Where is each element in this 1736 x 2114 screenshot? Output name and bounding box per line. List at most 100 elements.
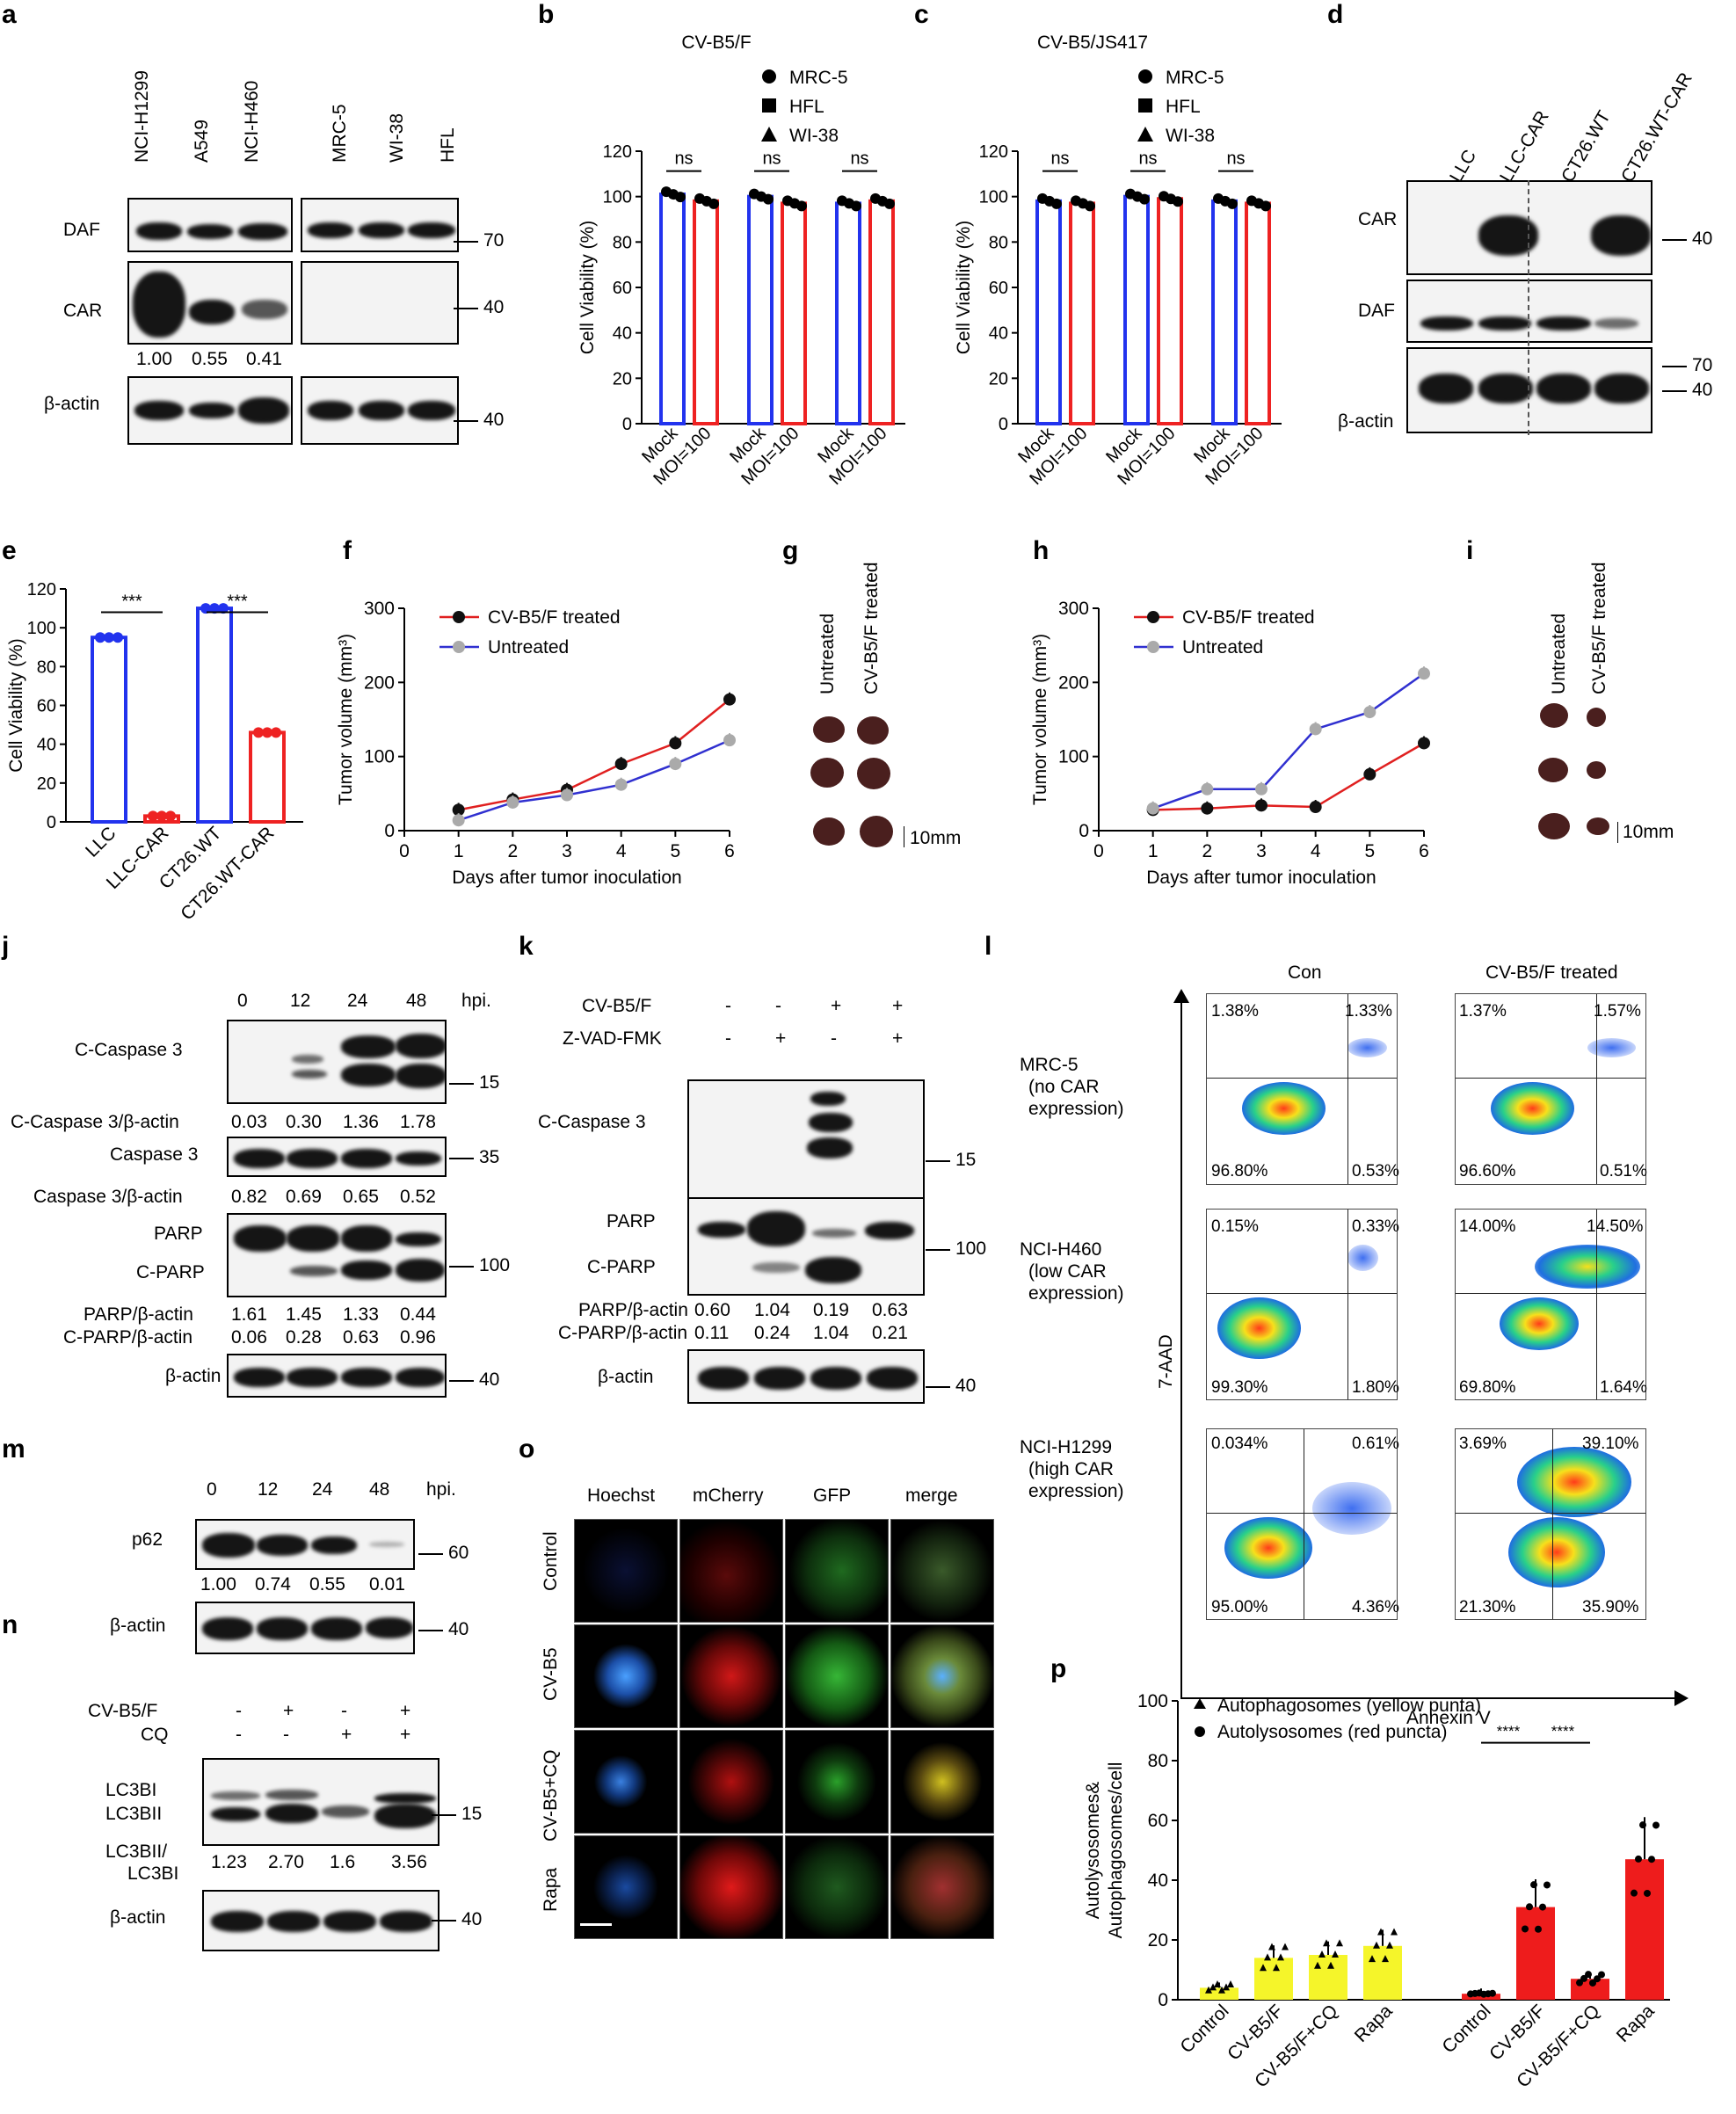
car-quant: 1.00 — [136, 349, 172, 369]
channel-label: merge — [905, 1486, 958, 1506]
data-point — [95, 632, 105, 643]
data-point — [1227, 1980, 1234, 1987]
quant-value: 0.11 — [694, 1323, 730, 1343]
blot-car-right — [301, 261, 459, 345]
lane-label: NCI-H460 — [242, 80, 262, 163]
sample-label: expression) — [1028, 1099, 1124, 1119]
y-tick-label: 100 — [979, 188, 1008, 207]
bar — [659, 193, 686, 425]
sig-label: *** — [121, 592, 142, 612]
y-tick-label: 40 — [1148, 1871, 1168, 1891]
quadrant-lr: 35.90% — [1582, 1598, 1639, 1616]
condition-label: Rapa — [541, 1867, 561, 1912]
data-point — [1332, 1951, 1339, 1958]
y-tick-label: 20 — [1148, 1930, 1168, 1951]
data-point — [113, 632, 123, 643]
legend-marker — [1138, 69, 1152, 84]
quant-value: 1.04 — [813, 1323, 849, 1343]
legend-marker — [1195, 1726, 1205, 1737]
mw-marker: 15 — [431, 1804, 483, 1824]
bar — [1035, 199, 1062, 425]
car-quant: 0.55 — [192, 349, 228, 369]
quadrant-ll: 21.30% — [1459, 1598, 1516, 1616]
condition-label: CV-B5/F — [88, 1701, 158, 1721]
condition-label: CQ — [141, 1725, 169, 1745]
quadrant-ul: 1.38% — [1211, 1002, 1259, 1021]
x-tick-label: 5 — [670, 841, 680, 861]
quant-value: 0.63 — [872, 1300, 908, 1320]
y-tick-label: 40 — [37, 736, 56, 755]
quant-value: 1.00 — [200, 1574, 236, 1595]
data-point — [1631, 1889, 1638, 1897]
data-point — [1255, 782, 1267, 795]
chart-title: CV-B5/F — [681, 33, 751, 53]
facs-plot — [1206, 1209, 1398, 1400]
ratio-value: 1.6 — [330, 1852, 356, 1872]
quadrant-ll: 95.00% — [1211, 1598, 1268, 1616]
ratio-value: 3.56 — [391, 1852, 427, 1872]
row-label: β-actin — [110, 1616, 166, 1636]
data-point — [1201, 802, 1214, 815]
condition-label: CV-B5+CQ — [541, 1749, 561, 1842]
quant-label: C-PARP/β-actin — [558, 1323, 688, 1343]
quant-value: 0.55 — [309, 1574, 345, 1595]
quadrant-ll: 96.80% — [1211, 1162, 1268, 1180]
bar — [1625, 1859, 1664, 2000]
row-label: p62 — [132, 1529, 163, 1550]
data-point — [1277, 1953, 1284, 1961]
legend-marker — [453, 641, 465, 653]
y-axis-label: Cell Viability (%) — [954, 221, 974, 355]
data-point — [1264, 1953, 1271, 1961]
y-axis-label: Tumor volume (mm³) — [336, 634, 356, 805]
condition-label: CV-B5 — [541, 1647, 561, 1701]
lane-divider — [1528, 180, 1529, 435]
condition-label: Z-VAD-FMK — [563, 1028, 662, 1049]
data-point — [1209, 1983, 1217, 1991]
ratio-label: LC3BI — [127, 1863, 179, 1884]
quant-value: 0.63 — [343, 1327, 379, 1348]
y-tick-label: 40 — [989, 324, 1008, 344]
bar — [196, 607, 233, 825]
data-point — [723, 693, 736, 706]
blot-parp — [227, 1213, 447, 1297]
quadrant-ul: 1.37% — [1459, 1002, 1507, 1021]
data-point — [1218, 1986, 1225, 1994]
mw-marker: 40 — [448, 1369, 500, 1390]
data-point — [218, 603, 229, 614]
mw-marker: 15 — [448, 1072, 500, 1093]
sample-label: expression) — [1028, 1283, 1124, 1304]
data-point — [796, 200, 807, 212]
channel-label: GFP — [813, 1486, 852, 1506]
panel-label-h: h — [1033, 536, 1050, 565]
data-point — [1255, 799, 1267, 812]
data-point — [614, 758, 628, 771]
data-point — [1268, 1943, 1275, 1951]
data-point — [708, 198, 719, 209]
quadrant-lr: 0.51% — [1600, 1162, 1647, 1180]
quant-value: 0.82 — [231, 1187, 267, 1207]
y-tick-label: 200 — [364, 672, 395, 693]
bar — [747, 194, 774, 426]
sign: - — [831, 1028, 837, 1049]
y-tick-label: 0 — [1079, 821, 1089, 841]
quant-value: 1.36 — [343, 1112, 379, 1132]
group-label: CV-B5/F treated — [1589, 562, 1609, 694]
blot-daf-left — [127, 198, 293, 252]
sign: - — [775, 996, 781, 1016]
data-point — [1363, 706, 1376, 719]
x-tick-label: 3 — [562, 841, 572, 861]
quant-value: 0.28 — [286, 1327, 322, 1348]
x-tick-label: 6 — [724, 841, 735, 861]
data-point — [148, 810, 158, 822]
quant-label: PARP/β-actin — [578, 1300, 688, 1320]
data-point — [1648, 1856, 1655, 1863]
time-label: 0 — [207, 1479, 217, 1500]
sig-label: ns — [1050, 149, 1069, 169]
data-point — [1260, 1964, 1267, 1972]
mw-marker: 40 — [431, 1909, 483, 1929]
row-label: β-actin — [110, 1907, 166, 1928]
y-tick-label: 120 — [27, 580, 56, 599]
facs-plot — [1206, 1428, 1398, 1620]
quant-value: 1.45 — [286, 1304, 322, 1325]
data-point — [1386, 1941, 1393, 1949]
